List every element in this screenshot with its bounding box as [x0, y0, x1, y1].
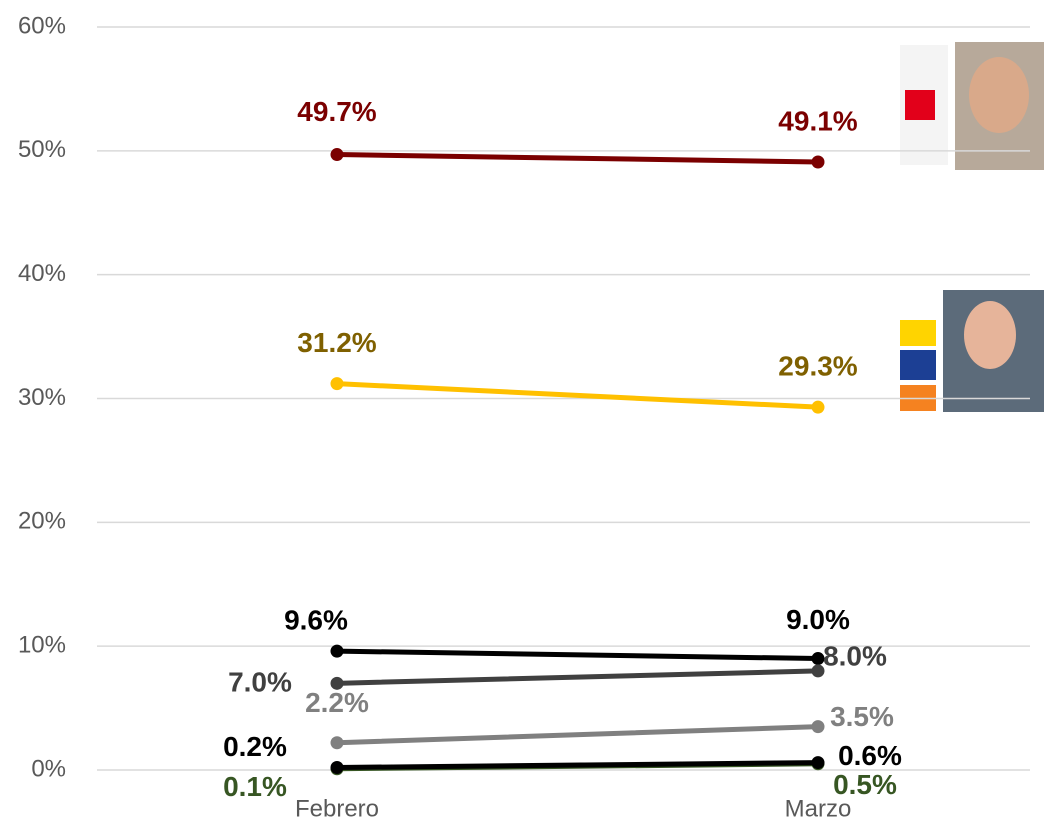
candidate-face — [964, 301, 1016, 369]
y-tick-label: 0% — [31, 755, 66, 782]
data-point — [811, 720, 825, 734]
data-point — [330, 377, 344, 391]
party-logo — [900, 350, 936, 380]
x-tick-label: Febrero — [295, 795, 379, 822]
value-label: 8.0% — [823, 640, 887, 671]
x-tick-label: Marzo — [785, 795, 852, 822]
data-point — [811, 664, 825, 678]
value-label: 9.0% — [786, 604, 850, 635]
data-point — [330, 761, 344, 775]
value-label: 0.5% — [833, 769, 897, 800]
series-line — [334, 648, 821, 662]
data-point — [811, 400, 825, 414]
data-point — [811, 652, 825, 666]
value-label: 7.0% — [228, 667, 292, 698]
series-line — [334, 724, 821, 746]
candidate-face — [969, 57, 1029, 133]
party-logo — [900, 320, 936, 346]
value-label: 31.2% — [297, 327, 376, 358]
data-point — [330, 148, 344, 162]
data-point — [330, 676, 344, 690]
series-line — [334, 381, 821, 410]
value-label: 2.2% — [305, 687, 369, 718]
candidate-images — [900, 42, 1044, 412]
y-tick-label: 50% — [18, 136, 66, 163]
data-point — [330, 644, 344, 658]
value-label: 49.1% — [778, 105, 857, 136]
y-tick-label: 20% — [18, 508, 66, 535]
value-label: 9.6% — [284, 605, 348, 636]
value-label: 49.7% — [297, 96, 376, 127]
data-point — [811, 756, 825, 770]
series-line — [334, 668, 821, 686]
party-logo — [905, 90, 935, 120]
data-point — [330, 736, 344, 750]
series-line — [334, 760, 821, 771]
y-tick-label: 60% — [18, 12, 66, 39]
value-label: 0.1% — [223, 771, 287, 802]
value-label: 0.6% — [838, 740, 902, 771]
series-line — [334, 152, 821, 165]
value-label: 0.2% — [223, 731, 287, 762]
value-label: 3.5% — [830, 701, 894, 732]
y-tick-label: 30% — [18, 384, 66, 411]
value-label: 29.3% — [778, 351, 857, 382]
data-point — [811, 155, 825, 169]
y-tick-label: 10% — [18, 632, 66, 659]
y-tick-label: 40% — [18, 260, 66, 287]
